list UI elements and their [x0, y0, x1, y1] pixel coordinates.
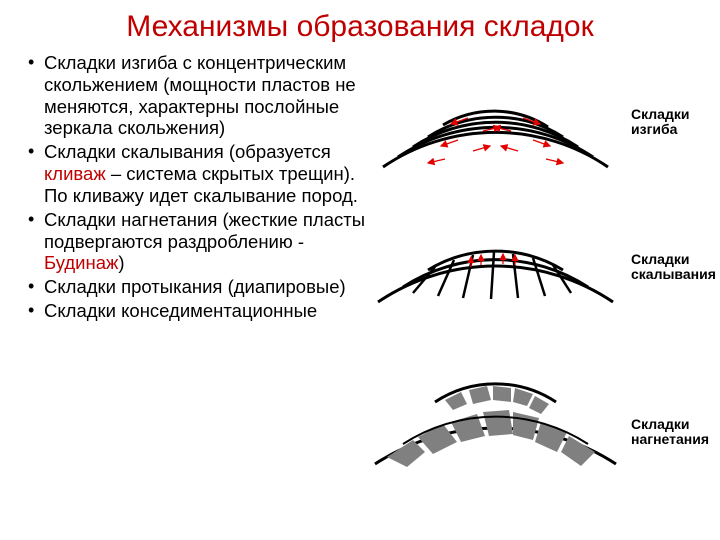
bullet-item: Складки протыкания (диапировые): [28, 276, 373, 298]
diagram-bending-folds: [363, 52, 628, 172]
bullet-text: Складки протыкания (диапировые): [44, 276, 346, 297]
bullet-item: Складки изгиба с концентрическим скольже…: [28, 52, 373, 139]
diagram-label-shear: Складкискалывания: [631, 252, 716, 283]
bullet-text: Складки изгиба с концентрическим скольже…: [44, 52, 356, 138]
bullet-column: Складки изгиба с концентрическим скольже…: [28, 52, 373, 324]
diagram-label-flow: Складкинагнетания: [631, 417, 709, 448]
bullet-text: Складки конседиментационные: [44, 300, 317, 321]
bullet-list: Складки изгиба с концентрическим скольже…: [28, 52, 373, 322]
bullet-item: Складки конседиментационные: [28, 300, 373, 322]
bullet-item: Складки нагнетания (жесткие пласты подве…: [28, 209, 373, 274]
content-area: Складки изгиба с концентрическим скольже…: [0, 52, 720, 324]
bullet-text: ): [118, 252, 124, 273]
bullet-text: Складки нагнетания (жесткие пласты подве…: [44, 209, 365, 252]
diagram-shear-folds: [363, 187, 628, 307]
bullet-item: Складки скалывания (образуется кливаж – …: [28, 141, 373, 206]
bullet-text: Складки скалывания (образуется: [44, 141, 331, 162]
slide-title: Механизмы образования складок: [0, 0, 720, 52]
diagram-label-bending: Складкиизгиба: [631, 107, 689, 138]
diagram-column: Складкиизгиба: [373, 52, 703, 324]
bullet-highlight: кливаж: [44, 163, 106, 184]
bullet-highlight: Будинаж: [44, 252, 118, 273]
diagram-flow-folds: [363, 332, 628, 472]
